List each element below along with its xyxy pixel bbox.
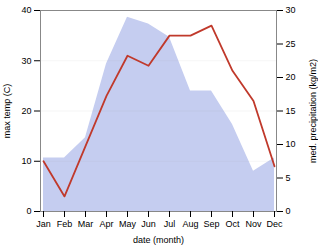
svg-text:Mar: Mar: [78, 219, 94, 229]
svg-text:Sep: Sep: [203, 219, 219, 229]
svg-text:Jun: Jun: [141, 219, 156, 229]
svg-text:Jan: Jan: [36, 219, 51, 229]
svg-text:0: 0: [26, 206, 31, 216]
svg-text:Apr: Apr: [99, 219, 113, 229]
svg-text:15: 15: [286, 106, 296, 116]
svg-text:30: 30: [21, 56, 31, 66]
svg-text:25: 25: [286, 39, 296, 49]
svg-text:30: 30: [286, 5, 296, 15]
svg-text:Dec: Dec: [266, 219, 283, 229]
svg-text:10: 10: [286, 139, 296, 149]
svg-text:date (month): date (month): [133, 235, 184, 245]
svg-text:40: 40: [21, 5, 31, 15]
svg-text:20: 20: [286, 72, 296, 82]
svg-text:Aug: Aug: [182, 219, 198, 229]
svg-text:Feb: Feb: [57, 219, 73, 229]
svg-text:0: 0: [286, 206, 291, 216]
svg-text:10: 10: [21, 156, 31, 166]
svg-text:20: 20: [21, 106, 31, 116]
svg-text:5: 5: [286, 173, 291, 183]
svg-text:Jul: Jul: [164, 219, 176, 229]
svg-text:max temp (C): max temp (C): [2, 84, 12, 139]
svg-text:May: May: [119, 219, 137, 229]
svg-text:med. precipitation (kg/m2): med. precipitation (kg/m2): [308, 59, 318, 163]
svg-text:Oct: Oct: [225, 219, 240, 229]
svg-text:Nov: Nov: [245, 219, 262, 229]
